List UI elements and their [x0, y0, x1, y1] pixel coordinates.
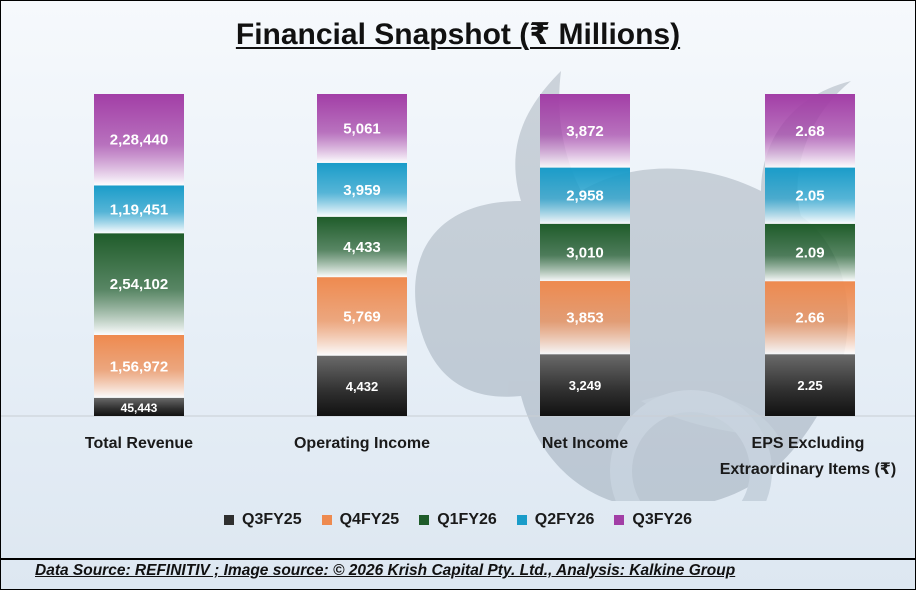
- legend-swatch: [419, 515, 430, 525]
- data-label-q2fy26-0: 1,19,451: [110, 201, 168, 218]
- bar-segment-q3fy25-2: [540, 354, 630, 416]
- bar-segment-q1fy26-1: [317, 216, 407, 278]
- bar-segment-q1fy26-3: [765, 223, 855, 282]
- legend-label: Q3FY25: [242, 511, 302, 528]
- legend-label: Q3FY26: [632, 511, 692, 528]
- bar-segment-q2fy26-3: [765, 167, 855, 224]
- legend-swatch: [516, 515, 527, 525]
- category-label-net-income: Net Income: [541, 435, 629, 452]
- bar-segment-q1fy26-0: [94, 233, 184, 335]
- data-label-q3fy26-2: 3,872: [566, 123, 604, 140]
- bar-segment-q3fy25-3: [765, 354, 855, 416]
- legend-swatch: [614, 515, 625, 525]
- data-label-q3fy26-0: 2,28,440: [110, 132, 168, 149]
- bar-segment-q3fy25-0: [94, 397, 184, 416]
- data-label-q3fy25-3: 2.25: [797, 378, 822, 393]
- legend-label: Q1FY26: [437, 511, 497, 528]
- data-label-q4fy25-0: 1,56,972: [110, 358, 168, 375]
- data-label-q4fy25-3: 2.66: [795, 310, 824, 327]
- data-label-q4fy25-1: 5,769: [343, 308, 381, 325]
- bar-segment-q3fy25-1: [317, 355, 407, 416]
- data-label-q2fy26-1: 3,959: [343, 182, 381, 199]
- bar-segment-q4fy25-2: [540, 281, 630, 355]
- data-label-q2fy26-2: 2,958: [566, 188, 604, 205]
- legend-label: Q2FY26: [534, 511, 595, 528]
- category-label-eps: EPS Excluding Extraordinary Items (₹): [719, 435, 897, 478]
- footer-divider: [1, 558, 915, 560]
- bar-segment-q3fy26-0: [94, 94, 184, 186]
- category-label-total-revenue: Total Revenue: [84, 435, 194, 452]
- bar-segment-q2fy26-2: [540, 167, 630, 224]
- bull-watermark-icon: [415, 71, 851, 501]
- legend-swatch: [321, 515, 332, 525]
- legend: Q3FY25 Q4FY25 Q1FY26 Q2FY26 Q3FY26: [1, 511, 915, 529]
- bar-segment-q2fy26-0: [94, 185, 184, 234]
- legend-item-q1fy26: Q1FY26: [419, 511, 497, 529]
- bar-segment-q3fy26-1: [317, 94, 407, 163]
- bar-segment-q1fy26-2: [540, 223, 630, 282]
- data-label-q3fy26-1: 5,061: [343, 120, 381, 137]
- data-label-q1fy26-1: 4,433: [343, 239, 381, 256]
- data-label-q2fy26-3: 2.05: [795, 188, 824, 205]
- legend-item-q4fy25: Q4FY25: [321, 511, 400, 529]
- bar-segment-q3fy26-2: [540, 94, 630, 168]
- legend-swatch: [224, 515, 235, 525]
- bar-segment-q4fy25-3: [765, 281, 855, 355]
- data-label-q3fy25-1: 4,432: [346, 379, 379, 394]
- data-label-q1fy26-3: 2.09: [795, 245, 824, 262]
- data-label-q1fy26-2: 3,010: [566, 244, 604, 261]
- legend-item-q3fy25: Q3FY25: [224, 511, 302, 529]
- bar-segment-q3fy26-3: [765, 94, 855, 168]
- legend-item-q2fy26: Q2FY26: [516, 511, 595, 529]
- bar-segment-q4fy25-1: [317, 277, 407, 356]
- legend-label: Q4FY25: [339, 511, 400, 528]
- data-label-q3fy25-0: 45,443: [121, 401, 158, 415]
- data-label-q4fy25-2: 3,853: [566, 310, 604, 327]
- chart-title: Financial Snapshot (₹ Millions): [235, 18, 681, 51]
- bar-segment-q4fy25-0: [94, 334, 184, 398]
- bar-segment-q2fy26-1: [317, 162, 407, 217]
- data-label-q3fy26-3: 2.68: [795, 123, 824, 140]
- legend-item-q3fy26: Q3FY26: [614, 511, 692, 529]
- data-label-q1fy26-0: 2,54,102: [110, 276, 168, 293]
- category-label-operating-income: Operating Income: [293, 435, 431, 452]
- stacked-bar-plot: 45,443 1,56,972 2,54,102 1,19,451 2,28,440 4,…: [1, 71, 915, 501]
- footer-source-note: Data Source: REFINITIV ; Image source: ©…: [35, 562, 736, 579]
- data-label-q3fy25-2: 3,249: [569, 378, 602, 393]
